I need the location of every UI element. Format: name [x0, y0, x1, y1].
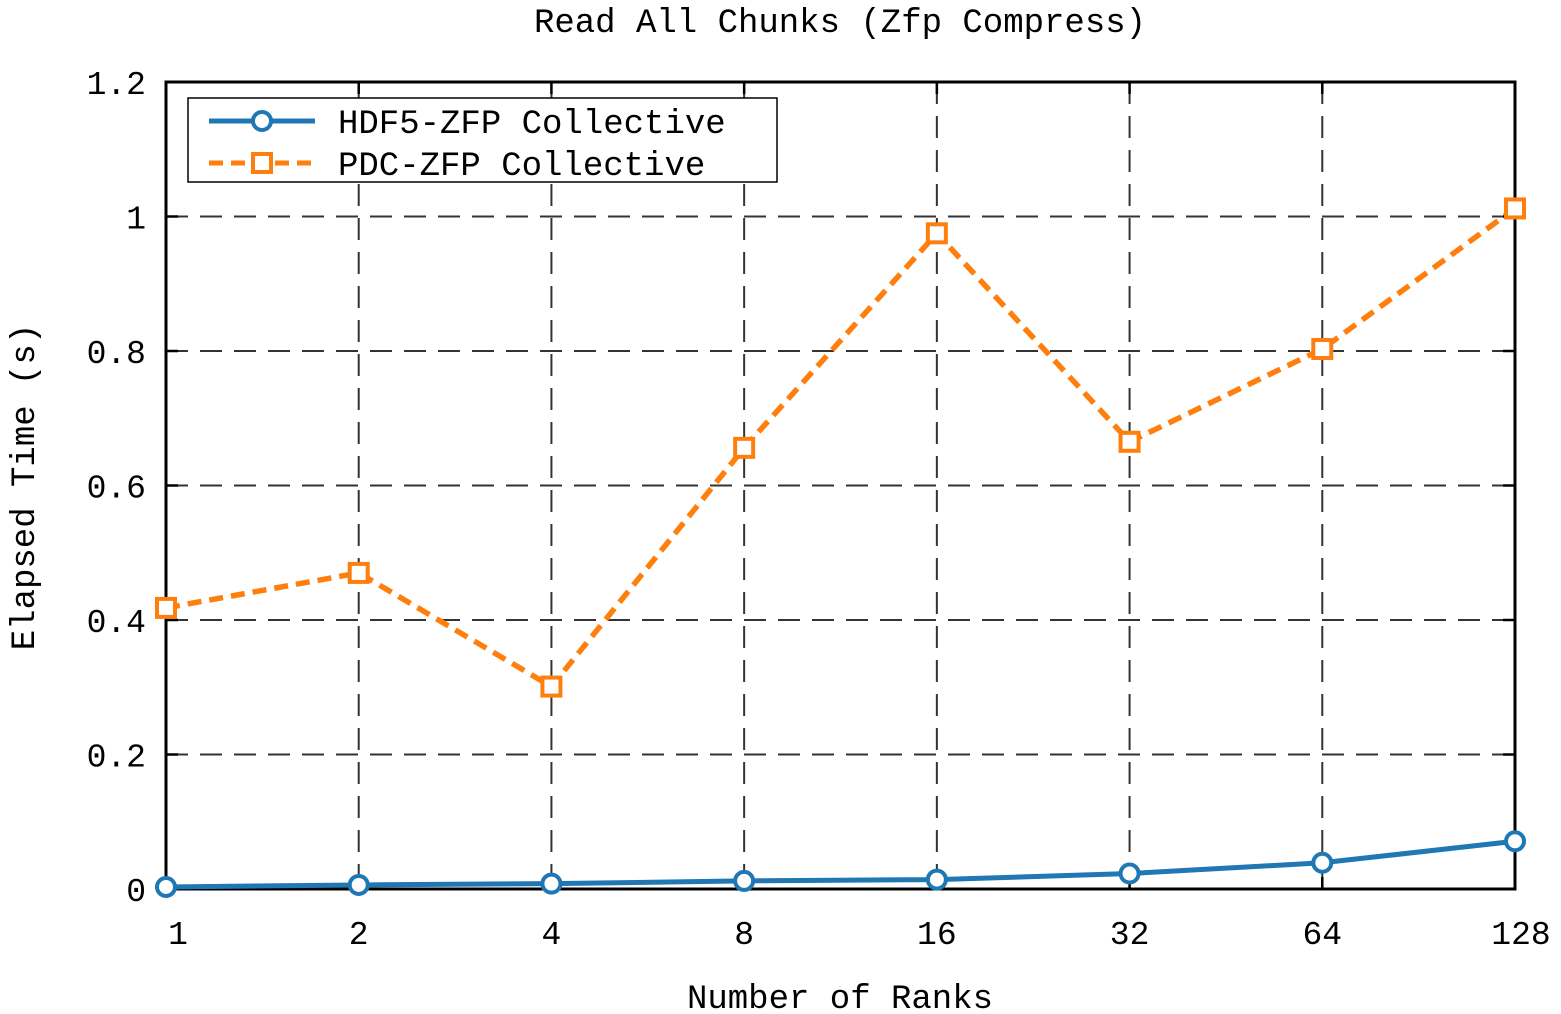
- data-point: [1118, 430, 1141, 453]
- y-tick-label: 0: [126, 874, 146, 911]
- data-point: [347, 561, 370, 584]
- legend-item: HDF5-ZFP Collective: [209, 106, 726, 144]
- data-point: [1311, 851, 1334, 874]
- legend-box: [187, 97, 778, 183]
- series-line: [165, 838, 1516, 890]
- legend-marker: [251, 152, 273, 174]
- series-2: [155, 197, 1526, 698]
- y-tick-label: 0.6: [87, 471, 146, 508]
- x-tick-label: 2: [349, 917, 369, 954]
- data-point: [1118, 862, 1141, 885]
- legend-item: PDC-ZFP Collective: [209, 148, 705, 186]
- data-point: [733, 436, 756, 459]
- series-group: [155, 197, 1526, 898]
- series-1: [155, 830, 1526, 898]
- data-point: [925, 868, 948, 891]
- data-point: [925, 222, 948, 245]
- y-tick-label: 0.8: [87, 336, 146, 373]
- x-tick-label: 8: [734, 917, 754, 954]
- legend-label: HDF5-ZFP Collective: [338, 106, 726, 144]
- x-tick-labels: 1 2 4 8 16 32 64 128: [168, 917, 1551, 954]
- legend-marker: [251, 110, 273, 132]
- data-point: [347, 873, 370, 896]
- data-point: [155, 596, 177, 619]
- data-point: [733, 869, 756, 892]
- y-tick-label: 1.2: [87, 67, 146, 104]
- grid-lines: [166, 82, 1515, 889]
- series-line: [165, 206, 1517, 690]
- x-tick-label: 128: [1491, 917, 1550, 954]
- y-tick-labels: 0 0.2 0.4 0.6 0.8 1 1.2: [87, 67, 146, 911]
- data-point: [1311, 337, 1334, 360]
- data-point: [1504, 197, 1526, 220]
- x-tick-label: 4: [542, 917, 562, 954]
- x-tick-label: 64: [1302, 917, 1342, 954]
- plot-frame: [164, 80, 1517, 891]
- x-tick-label: 16: [917, 917, 957, 954]
- legend: HDF5-ZFP Collective PDC-ZFP Collective: [187, 97, 778, 186]
- x-axis-label: Number of Ranks: [687, 981, 993, 1014]
- x-tick-label: 32: [1110, 917, 1150, 954]
- y-tick-label: 0.4: [87, 605, 146, 642]
- y-tick-label: 0.2: [87, 740, 146, 777]
- legend-label: PDC-ZFP Collective: [338, 148, 705, 186]
- data-point: [1504, 830, 1526, 853]
- data-point: [155, 875, 177, 898]
- y-axis-label: Elapsed Time (s): [7, 324, 45, 650]
- chart-title: Read All Chunks (Zfp Compress): [534, 5, 1146, 43]
- y-tick-label: 1: [126, 202, 146, 239]
- data-point: [540, 675, 563, 698]
- x-tick-label: 1: [168, 917, 188, 954]
- data-point: [540, 872, 563, 895]
